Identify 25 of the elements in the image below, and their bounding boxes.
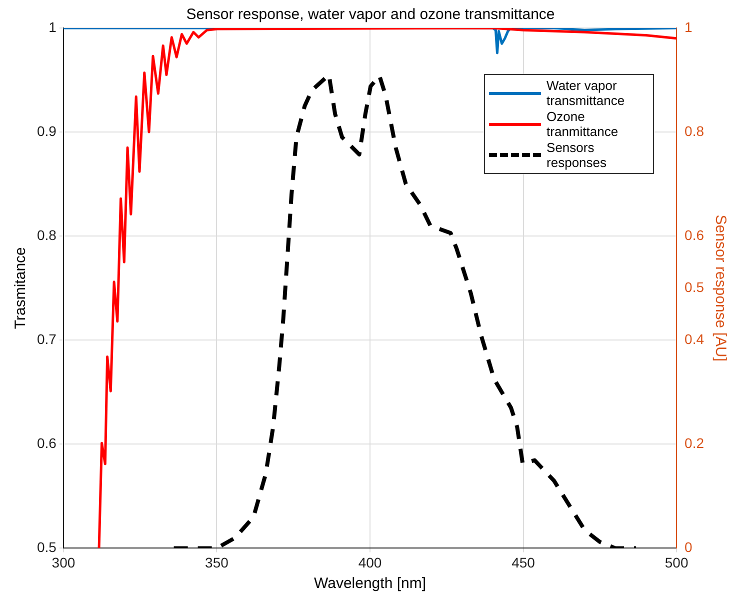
x-tick-label: 350	[205, 554, 229, 570]
y2-tick-label: 0.5	[684, 278, 704, 295]
y-tick-label: 0.9	[36, 122, 57, 139]
y2-tick-label: 1	[684, 18, 693, 35]
y2-tick-label: 0	[684, 539, 693, 556]
x-axis-title: Wavelength [nm]	[314, 575, 426, 592]
x-tick-label: 500	[664, 554, 688, 570]
x-tick-label: 450	[512, 554, 536, 570]
x-tick-label: 400	[358, 554, 382, 570]
y-tick-label: 0.6	[36, 435, 57, 452]
y2-axis-title: Sensor response [AU]	[712, 214, 729, 362]
y-tick-label: 1	[48, 18, 57, 35]
y-tick-label: 0.8	[36, 226, 57, 243]
y2-tick-label: 0.8	[684, 122, 704, 139]
y2-tick-label: 0.2	[684, 435, 704, 452]
y-tick-label: 0.7	[36, 330, 57, 347]
legend-label: Water vapor transmittance	[546, 78, 626, 108]
x-tick-label: 300	[52, 554, 76, 570]
y-tick-label: 0.5	[36, 539, 57, 556]
y2-tick-label: 0.6	[684, 226, 704, 243]
y-axis-title: Trasmitance	[12, 247, 30, 330]
legend-label: Ozone tranmittance	[546, 109, 620, 139]
chart-title: Sensor response, water vapor and ozone transmittance	[186, 6, 555, 24]
y2-tick-label: 0.4	[684, 330, 704, 347]
legend-label: Sensors responses	[546, 140, 608, 170]
